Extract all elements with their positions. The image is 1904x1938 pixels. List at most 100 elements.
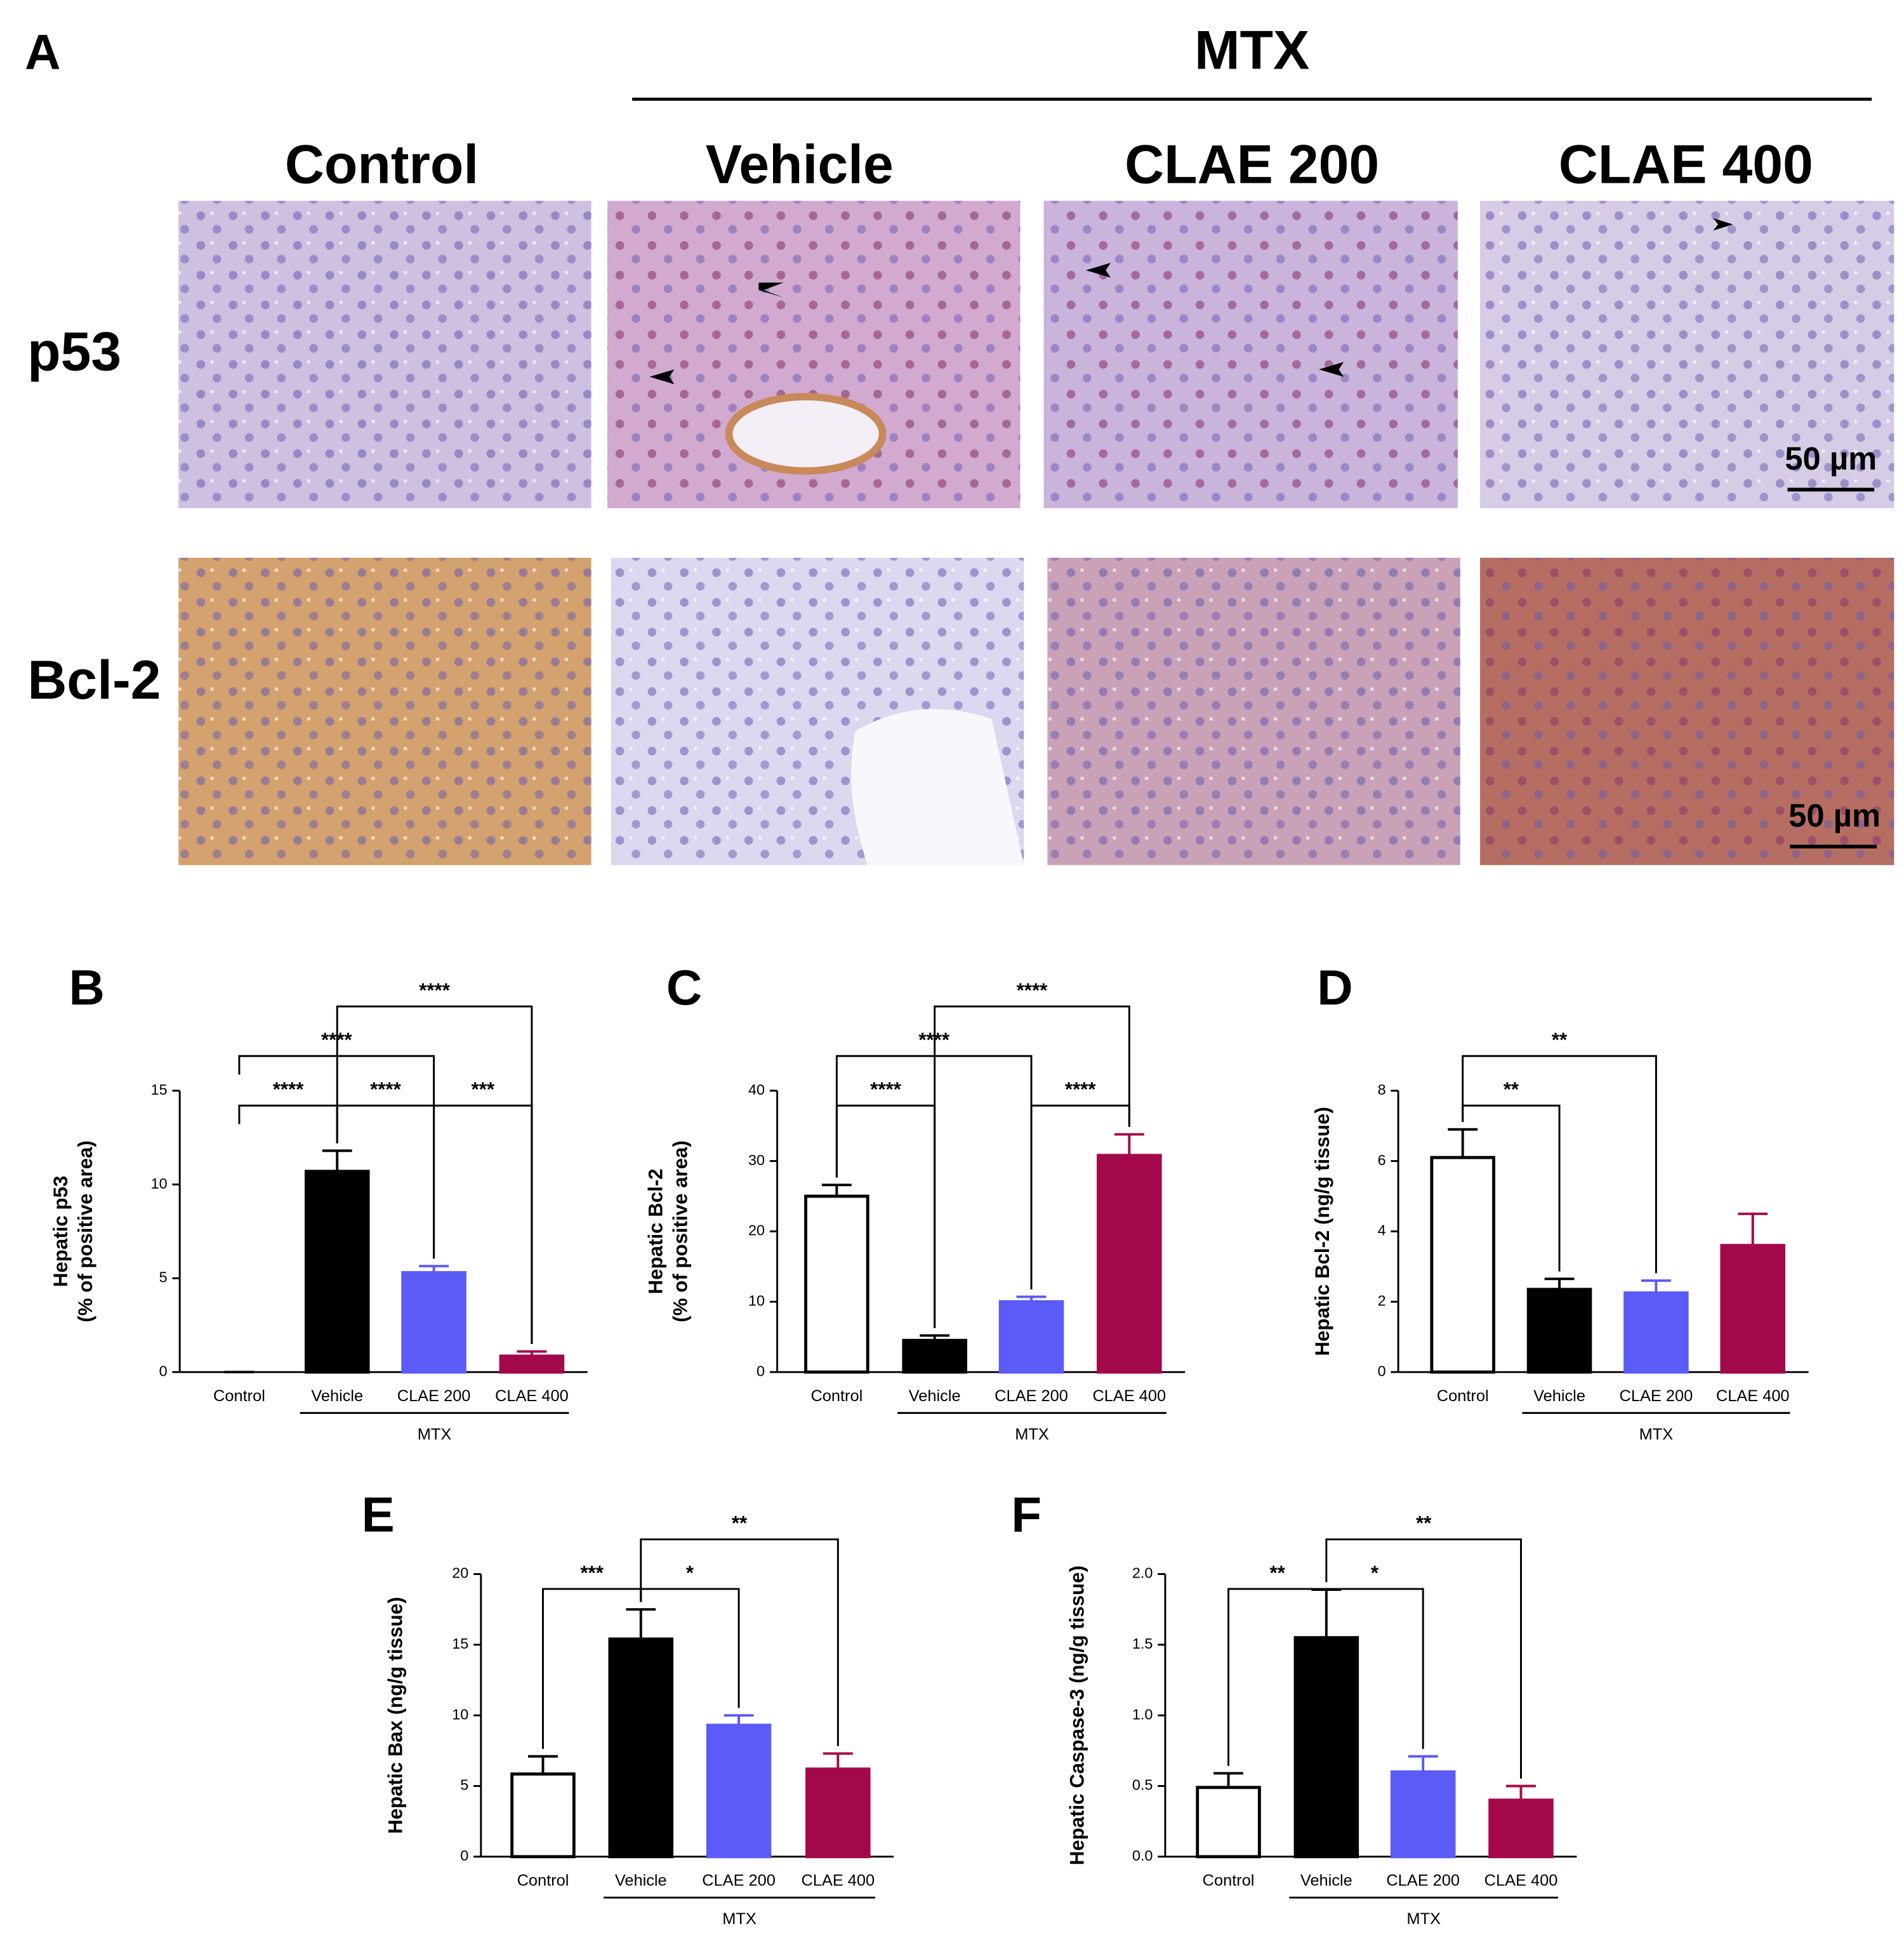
significance-bracket [934,1005,1130,1328]
y-tick-label: 0 [460,1847,468,1864]
error-bar [1016,1295,1047,1302]
y-tick-label: 1.5 [1132,1635,1153,1652]
significance-label: **** [1065,1078,1096,1100]
column-header: CLAE 400 [1559,134,1813,195]
group-label: MTX [1639,1425,1674,1443]
panel-letter: C [666,959,702,1015]
y-tick-label: 5 [460,1777,468,1793]
error-bar [517,1350,547,1357]
significance-label: ** [1504,1078,1519,1100]
y-axis-label: Hepatic Bax (ng/g tissue) [384,1597,406,1834]
y-tick-label: 1.0 [1132,1706,1153,1722]
panel-letter: F [1011,1486,1041,1542]
y-tick-label: 20 [748,1222,765,1239]
bar [805,1767,871,1859]
significance-label: **** [370,1078,401,1100]
row-label: Bcl-2 [27,650,161,711]
y-axis-label: (% of positive area) [74,1140,96,1322]
x-tick-label: CLAE 400 [1484,1872,1558,1890]
error-bar [1448,1128,1478,1158]
y-axis-label: (% of positive area) [669,1140,691,1322]
bar [510,1772,576,1859]
error-bar [823,1752,853,1769]
significance-bracket [1462,1055,1657,1274]
y-tick-label: 15 [452,1635,468,1652]
bar [1526,1288,1592,1374]
column-header: CLAE 200 [1125,134,1379,195]
y-tick-label: 5 [159,1269,168,1286]
x-tick-label: CLAE 400 [1092,1387,1166,1405]
x-tick-label: Vehicle [311,1387,363,1405]
error-bar [322,1149,352,1171]
group-title: MTX [1194,20,1309,81]
y-tick-label: 0.0 [1132,1847,1153,1864]
y-tick-label: 4 [1378,1222,1386,1239]
significance-label: ** [1552,1029,1568,1051]
vessel [851,709,1024,866]
x-tick-label: CLAE 200 [702,1872,776,1890]
significance-bracket [640,1538,839,1746]
x-tick-label: Vehicle [615,1872,667,1890]
scale-bar-label: 50 µm [1788,798,1881,834]
micrograph-texture [1480,557,1894,866]
bar [1720,1244,1785,1374]
x-tick-label: Vehicle [1533,1387,1585,1405]
arrowhead [1085,263,1111,278]
bar [902,1338,967,1374]
y-tick-label: 0 [757,1362,765,1379]
scale-bar-label: 50 µm [1785,440,1877,477]
panel-a: A MTX Control Vehicle CLAE 200 CLAE 400 … [25,20,1894,866]
x-tick-label: Vehicle [909,1387,961,1405]
group-label: MTX [1406,1910,1441,1928]
error-bar [1738,1212,1768,1246]
column-header: Vehicle [706,134,894,195]
y-tick-label: 30 [748,1152,765,1168]
significance-label: *** [472,1078,495,1100]
micrograph-texture [1043,201,1458,508]
vessel [725,393,887,475]
x-tick-label: CLAE 400 [801,1872,875,1890]
row-label: p53 [27,321,121,382]
y-tick-label: 0 [159,1362,168,1379]
arrowhead [1319,362,1344,377]
error-bar [528,1755,558,1774]
bar [1097,1154,1162,1374]
error-bar [1408,1755,1438,1772]
x-tick-label: CLAE 200 [397,1387,471,1405]
x-tick-label: CLAE 200 [1620,1387,1693,1405]
x-tick-label: Control [1437,1387,1489,1405]
y-tick-label: 8 [1378,1081,1386,1098]
x-tick-label: CLAE 400 [1716,1387,1790,1405]
column-header: Control [285,134,479,195]
arrowhead [649,369,675,385]
error-bar [920,1334,950,1341]
significance-bracket [1325,1538,1522,1779]
significance-label: *** [580,1562,604,1584]
x-tick-label: CLAE 200 [1386,1872,1460,1890]
bar [706,1724,772,1859]
error-bar [1641,1279,1671,1293]
micrograph-texture [178,201,592,508]
y-axis-label: Hepatic Bcl-2 [644,1168,666,1294]
significance-label: * [1371,1562,1379,1584]
significance-label: ** [732,1512,748,1534]
significance-bracket [238,1104,338,1144]
bar [401,1271,466,1374]
micrograph-texture [1047,557,1460,866]
error-bar [419,1265,449,1273]
error-bar [626,1608,656,1639]
y-axis-label: Hepatic Bcl-2 (ng/g tissue) [1311,1107,1333,1355]
panel-letter: D [1317,959,1352,1015]
error-bar [724,1714,754,1725]
significance-label: **** [1017,979,1048,1001]
significance-label: **** [273,1078,304,1100]
bar [499,1354,565,1374]
y-tick-label: 15 [151,1081,168,1098]
error-bar [1114,1133,1144,1156]
bar [1623,1291,1689,1374]
y-tick-label: 0.5 [1132,1777,1153,1793]
panel-letter: E [362,1486,395,1542]
y-tick-label: 10 [452,1706,468,1722]
